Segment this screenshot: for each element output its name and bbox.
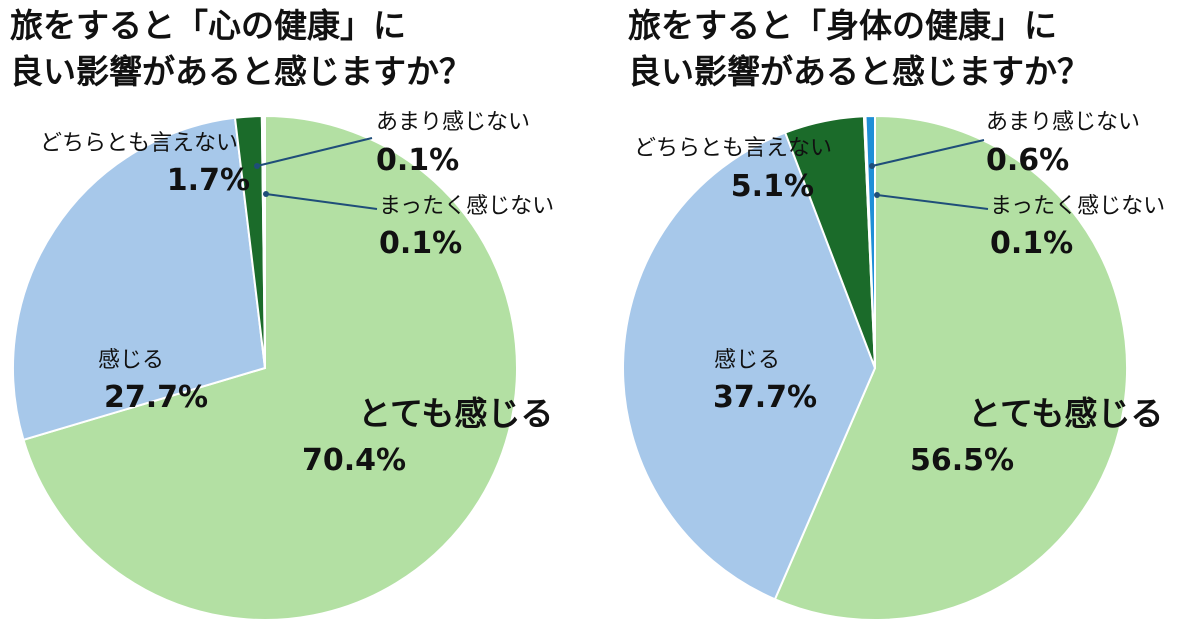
leader-line [256, 137, 373, 167]
slice-label: あまり感じない [986, 110, 1140, 135]
leader-dot [263, 191, 269, 197]
chart-title-line: 旅をすると「心の健康」に [10, 6, 406, 45]
pie-slice-1 [622, 131, 877, 601]
slice-label: 感じる [98, 348, 164, 373]
slice-label: あまり感じない [376, 110, 530, 135]
pie-slice-0 [22, 114, 518, 621]
leader-line [265, 193, 378, 210]
slice-label: 感じる [714, 348, 780, 373]
leader-dot [869, 163, 875, 169]
chart-title-line: 良い影響があると感じますか？ [10, 52, 472, 91]
pie-slice-3 [262, 114, 266, 369]
leader-line [876, 194, 989, 210]
slice-label: とても感じる [358, 394, 553, 433]
pie-slice-0 [773, 114, 1129, 621]
slice-value-label: 0.6% [986, 143, 1069, 178]
leader-dot [874, 192, 880, 198]
slice-label: まったく感じない [379, 194, 554, 219]
slice-value-label: 70.4% [302, 443, 406, 478]
pie-slice-1 [12, 116, 267, 442]
slice-value-label: 0.1% [379, 226, 462, 261]
slice-value-label: 0.1% [376, 143, 459, 178]
slice-value-label: 27.7% [104, 380, 208, 415]
slice-label: まったく感じない [990, 194, 1165, 219]
slice-value-label: 0.1% [990, 226, 1073, 261]
slice-value-label: 5.1% [731, 169, 814, 204]
leader-dot [254, 163, 260, 169]
pie-slice-3 [864, 114, 876, 369]
chart-title-line: 旅をすると「身体の健康」に [628, 6, 1057, 45]
slice-label: とても感じる [968, 394, 1163, 433]
slice-value-label: 1.7% [167, 163, 250, 198]
slice-value-label: 56.5% [910, 443, 1014, 478]
slice-label: どちらとも言えない [40, 131, 238, 156]
chart-title-line: 良い影響があると感じますか？ [628, 52, 1090, 91]
slice-label: どちらとも言えない [634, 136, 832, 161]
slice-value-label: 37.7% [713, 380, 817, 415]
leader-line [871, 139, 985, 167]
